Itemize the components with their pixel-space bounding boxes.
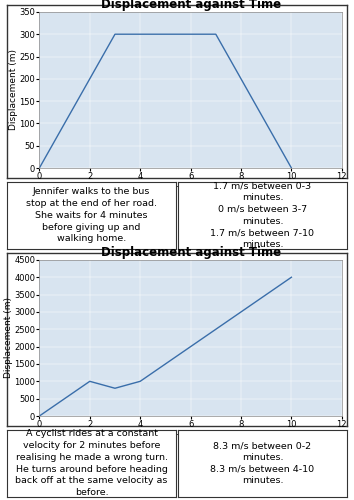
X-axis label: Time (mins): Time (mins) (164, 184, 217, 193)
Title: Displacement against Time: Displacement against Time (101, 0, 281, 10)
Text: Jennifer walks to the bus
stop at the end of her road.
She waits for 4 minutes
b: Jennifer walks to the bus stop at the en… (26, 187, 157, 244)
Title: Displacement against Time: Displacement against Time (101, 246, 281, 258)
Y-axis label: Displacement (m): Displacement (m) (9, 50, 18, 130)
X-axis label: Time (mins): Time (mins) (164, 432, 217, 441)
Text: 1.7 m/s between 0-3
minutes.
0 m/s between 3-7
minutes.
1.7 m/s between 7-10
min: 1.7 m/s between 0-3 minutes. 0 m/s betwe… (210, 181, 314, 249)
Text: 8.3 m/s between 0-2
minutes.
8.3 m/s between 4-10
minutes.: 8.3 m/s between 0-2 minutes. 8.3 m/s bet… (210, 441, 314, 486)
Text: A cyclist rides at a constant
velocity for 2 minutes before
realising he made a : A cyclist rides at a constant velocity f… (16, 429, 168, 497)
Y-axis label: Displacement (m): Displacement (m) (4, 298, 13, 378)
